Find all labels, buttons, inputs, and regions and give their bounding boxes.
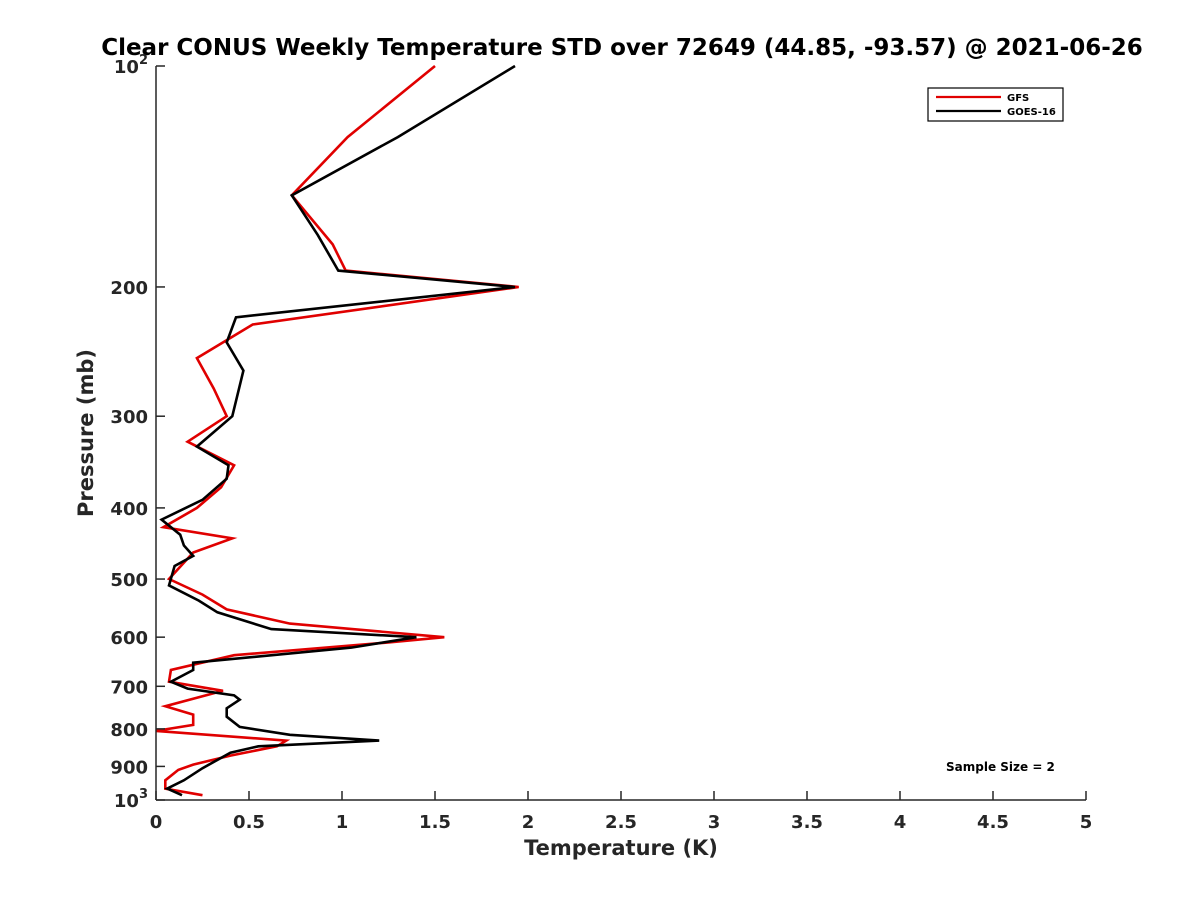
legend: GFS GOES-16 — [927, 87, 1064, 122]
x-tick-label: 2.5 — [605, 812, 637, 833]
y-tick-label: 400 — [110, 499, 148, 520]
x-tick-label: 4.5 — [977, 812, 1009, 833]
x-tick-label: 0.5 — [233, 812, 265, 833]
x-tick-label: 5 — [1080, 812, 1093, 833]
legend-box — [927, 87, 1064, 122]
x-tick-label: 2 — [522, 812, 535, 833]
x-tick-label: 1.5 — [419, 812, 451, 833]
y-tick-label: 200 — [110, 278, 148, 299]
sample-size-annotation: Sample Size = 2 — [946, 760, 1055, 774]
x-axis-ticks: 0 0.5 1 1.5 2 2.5 3 3.5 4 4.5 5 — [150, 791, 1093, 833]
y-tick-label: 102 — [114, 53, 148, 78]
x-tick-label: 3 — [708, 812, 721, 833]
y-tick-label: 103 — [114, 787, 148, 812]
x-tick-label: 3.5 — [791, 812, 823, 833]
series-line-goes16 — [159, 64, 516, 797]
legend-label-goes16: GOES-16 — [1007, 107, 1056, 118]
x-axis-label: Temperature (K) — [524, 836, 718, 860]
x-tick-label: 1 — [336, 812, 349, 833]
x-tick-label: 0 — [150, 812, 163, 833]
plot-series-group — [155, 64, 519, 797]
y-axis-label: Pressure (mb) — [74, 349, 98, 517]
y-tick-label: 500 — [110, 570, 148, 591]
legend-label-gfs: GFS — [1007, 93, 1029, 104]
y-tick-label: 300 — [110, 407, 148, 428]
x-tick-label: 4 — [894, 812, 907, 833]
y-tick-label: 700 — [110, 677, 148, 698]
y-tick-label: 600 — [110, 628, 148, 649]
y-axis-ticks: 102 200 300 400 500 600 700 800 900 103 — [110, 53, 165, 812]
chart-title: Clear CONUS Weekly Temperature STD over … — [101, 35, 1143, 61]
y-tick-label: 900 — [110, 757, 148, 778]
y-tick-label: 800 — [110, 720, 148, 741]
